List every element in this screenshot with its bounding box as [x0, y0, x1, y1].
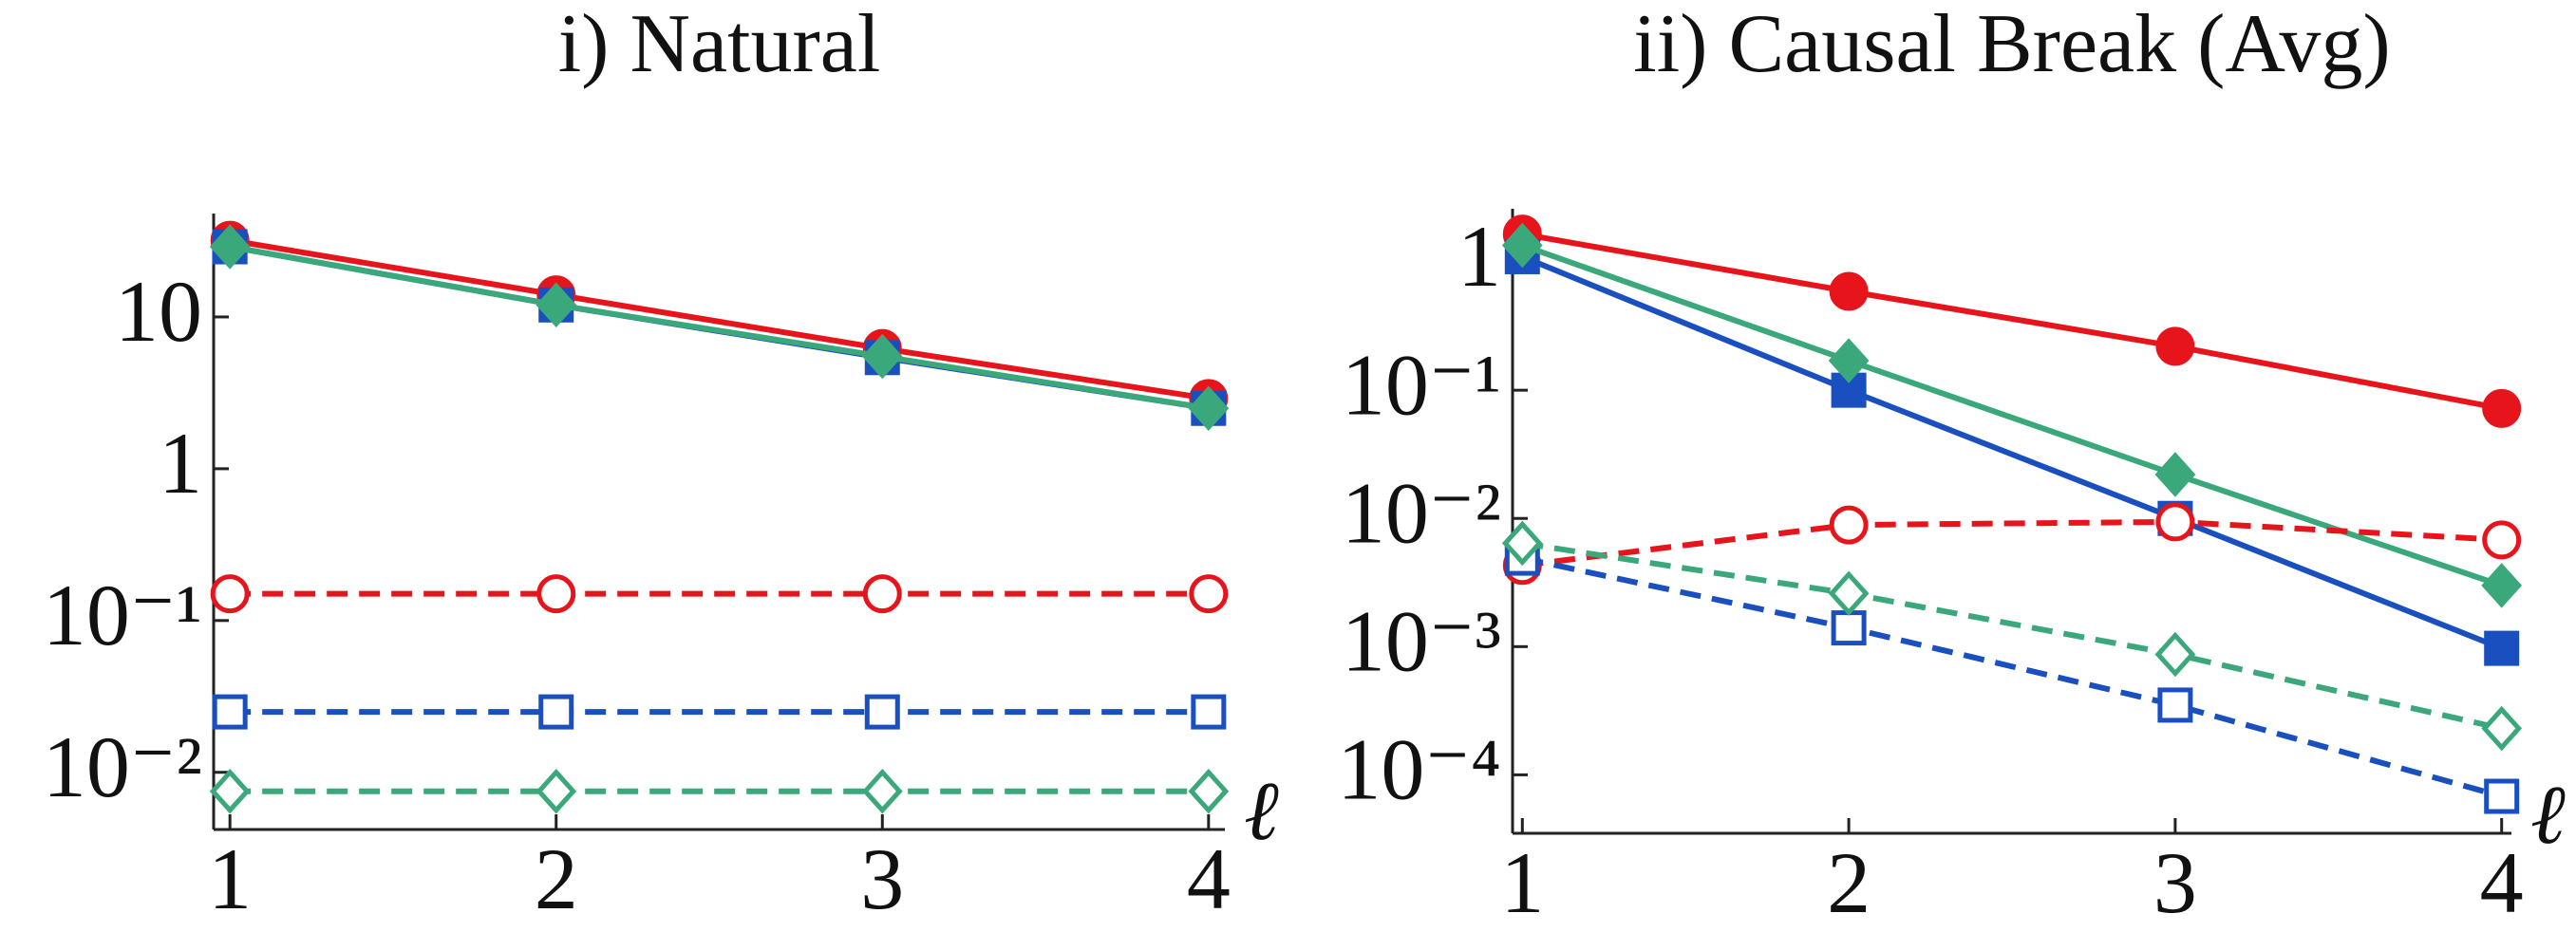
- y-tick-label: 10⁻²: [43, 718, 202, 815]
- marker: [1829, 505, 1869, 545]
- series-line: [229, 244, 1210, 412]
- marker: [2481, 705, 2523, 752]
- marker: [2154, 631, 2196, 678]
- marker: [862, 574, 902, 614]
- x-tick-label: 4: [1187, 830, 1231, 927]
- marker: [2482, 388, 2522, 428]
- marker: [2154, 452, 2196, 497]
- y-tick-label: 10⁻⁴: [1337, 721, 1501, 818]
- x-axis-label: ℓ: [2530, 770, 2566, 862]
- marker: [1188, 768, 1230, 814]
- marker: [1501, 222, 1543, 269]
- marker: [2481, 563, 2523, 608]
- marker: [2482, 520, 2522, 560]
- marker: [536, 574, 576, 614]
- series-line: [1521, 518, 2502, 569]
- marker: [1501, 520, 1543, 567]
- marker: [1828, 570, 1870, 617]
- x-tick-label: 3: [860, 830, 904, 927]
- x-tick-label: 2: [535, 830, 578, 927]
- series-line: [1521, 242, 2503, 588]
- marker: [1188, 385, 1230, 431]
- marker: [2155, 502, 2195, 542]
- x-axis-label: ℓ: [1244, 766, 1279, 858]
- marker: [536, 768, 577, 814]
- series-line: [1521, 231, 2503, 412]
- x-tick-label: 2: [1827, 834, 1871, 931]
- marker: [536, 282, 577, 328]
- marker: [1189, 574, 1229, 614]
- series-line: [229, 237, 1210, 401]
- series-line: [1521, 555, 2503, 799]
- marker: [209, 768, 251, 814]
- marker: [210, 574, 250, 614]
- x-tick-label: 1: [208, 830, 252, 927]
- y-tick-label: 10⁻¹: [43, 567, 202, 663]
- marker: [864, 694, 900, 730]
- series-line: [1521, 540, 2503, 732]
- chart-title: ii) Causal Break (Avg): [1633, 0, 2390, 90]
- series-line: [1521, 253, 2503, 651]
- marker: [209, 224, 251, 270]
- y-tick-label: 10: [115, 263, 202, 360]
- x-tick-label: 4: [2480, 834, 2524, 931]
- marker: [1831, 610, 1867, 646]
- y-tick-label: 1: [1457, 208, 1501, 305]
- marker: [1828, 338, 1870, 383]
- marker: [2484, 778, 2520, 814]
- marker: [212, 694, 248, 730]
- marker: [2484, 630, 2520, 666]
- marker: [861, 768, 903, 814]
- marker: [538, 694, 574, 730]
- marker: [1191, 694, 1227, 730]
- y-tick-label: 10⁻³: [1342, 592, 1501, 689]
- marker: [1829, 271, 1869, 311]
- marker: [2157, 687, 2193, 723]
- x-tick-label: 3: [2153, 834, 2197, 931]
- chart-title: i) Natural: [558, 0, 881, 90]
- marker: [2155, 326, 2195, 366]
- x-tick-label: 1: [1500, 834, 1544, 931]
- y-tick-label: 1: [159, 415, 202, 512]
- marker: [1831, 372, 1867, 408]
- y-tick-label: 10⁻²: [1342, 464, 1501, 561]
- marker: [861, 333, 903, 380]
- y-tick-label: 10⁻¹: [1342, 336, 1501, 433]
